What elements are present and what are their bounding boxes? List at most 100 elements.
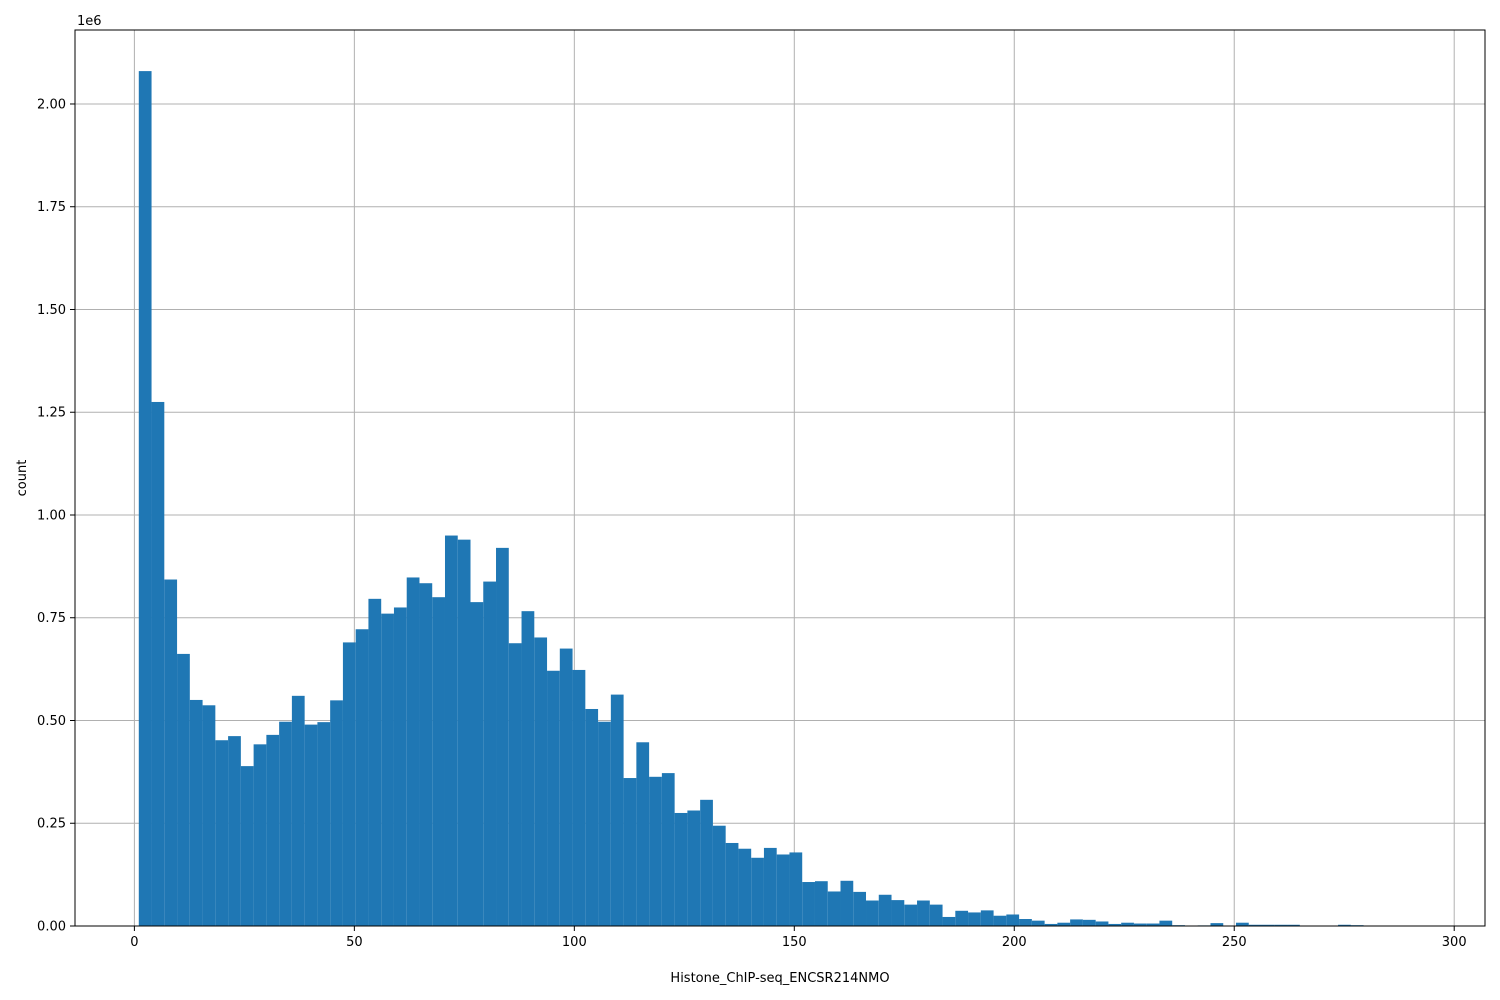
histogram-bar [1133,923,1147,926]
histogram-bar [687,810,701,926]
histogram-bar [776,854,790,926]
y-tick-label: 2.00 [37,97,66,112]
histogram-bar [202,705,216,926]
y-axis-multiplier: 1e6 [77,14,102,29]
histogram-bar [1070,919,1083,926]
y-axis-label: count [15,460,30,497]
histogram-bar [649,776,662,926]
histogram-bar [1210,923,1224,926]
histogram-bar [763,847,777,926]
histogram-bar [483,581,497,926]
y-tick-label: 1.75 [37,200,66,215]
histogram-bar [1287,924,1300,926]
histogram-bar [1338,924,1351,926]
histogram-bar [585,708,599,926]
histogram-bar [904,904,918,926]
x-tick-label: 200 [1002,935,1027,950]
histogram-bar [215,740,229,926]
grid-lines [75,30,1485,927]
x-tick-label: 100 [562,935,587,950]
histogram-bar [291,695,305,926]
histogram-bars [138,71,1415,927]
histogram-bar [508,643,522,926]
y-tick-label: 1.50 [37,303,66,318]
histogram-bar [942,916,956,926]
histogram-bar [470,602,484,926]
histogram-bar [1082,919,1096,926]
histogram-bar [521,611,535,926]
histogram-bar [661,773,675,926]
histogram-bar [317,722,331,926]
histogram-bar [636,742,650,926]
histogram-bar [381,613,394,926]
histogram-bar [1235,922,1249,926]
histogram-bar [674,812,688,926]
histogram-bar [968,912,981,926]
histogram-bar [878,894,892,926]
y-tick-label: 1.00 [37,508,66,523]
histogram-bar [853,891,867,926]
histogram-bar [712,825,726,926]
x-axis-label: Histone_ChIP-seq_ENCSR214NMO [670,971,889,986]
y-tick-label: 0.75 [37,611,66,626]
x-tick-label: 300 [1442,935,1467,950]
y-axis-ticks: 0.00 0.25 0.50 0.75 1.00 1.25 1.50 1.75 2.00 [37,97,75,935]
histogram-bar [547,670,560,926]
histogram-bar [751,857,764,926]
histogram-bar [1146,923,1160,926]
histogram-bar [891,900,905,926]
histogram-bar [802,882,815,926]
histogram-bar [598,721,611,926]
histogram-bar [151,401,165,926]
histogram-bar [1274,924,1288,926]
histogram-bar [1095,921,1109,926]
histogram-bar [840,880,854,926]
histogram-bar [1108,923,1122,926]
histogram-bar [738,848,752,926]
histogram-bar [700,799,713,926]
y-tick-label: 1.25 [37,406,66,421]
y-tick-label: 0.00 [37,920,66,935]
histogram-bar [789,852,803,926]
histogram-bar [917,900,930,926]
histogram-bar [866,900,879,926]
histogram-bar [1248,924,1262,926]
x-tick-label: 250 [1222,935,1247,950]
histogram-bar [240,766,254,926]
histogram-bar [1159,920,1173,926]
x-axis-ticks: 0 50 100 150 200 250 300 [130,926,1467,950]
histogram-bar [457,539,471,926]
histogram-bar [138,71,152,927]
x-tick-label: 0 [130,935,138,950]
y-tick-label: 0.50 [37,714,66,729]
histogram-bar [559,648,573,926]
histogram-bar [304,724,318,926]
histogram-bar [827,891,841,926]
histogram-bar [419,583,433,926]
plot-frame [74,29,1486,927]
histogram-bar [406,577,420,926]
histogram-bar [330,700,343,926]
histogram-bar [955,910,969,926]
histogram-bar [993,915,1007,926]
histogram-bar [279,721,292,926]
y-tick-label: 0.25 [37,817,66,832]
histogram-bar [1121,922,1134,926]
histogram-bar [610,694,624,926]
histogram-bar [496,547,509,926]
histogram-bar [814,881,828,926]
histogram-bar [393,607,407,926]
histogram-bar [177,653,190,926]
histogram-bar [1019,919,1032,926]
histogram-bar [342,642,356,926]
histogram-bar [444,535,458,926]
histogram-bar [725,842,739,926]
histogram-bar [432,597,445,926]
histogram-bar [572,669,586,926]
histogram-bar [1044,923,1058,926]
histogram-bar [253,744,267,926]
histogram-bar [189,699,203,926]
histogram-bar [164,579,178,926]
histogram-bar [368,598,382,926]
